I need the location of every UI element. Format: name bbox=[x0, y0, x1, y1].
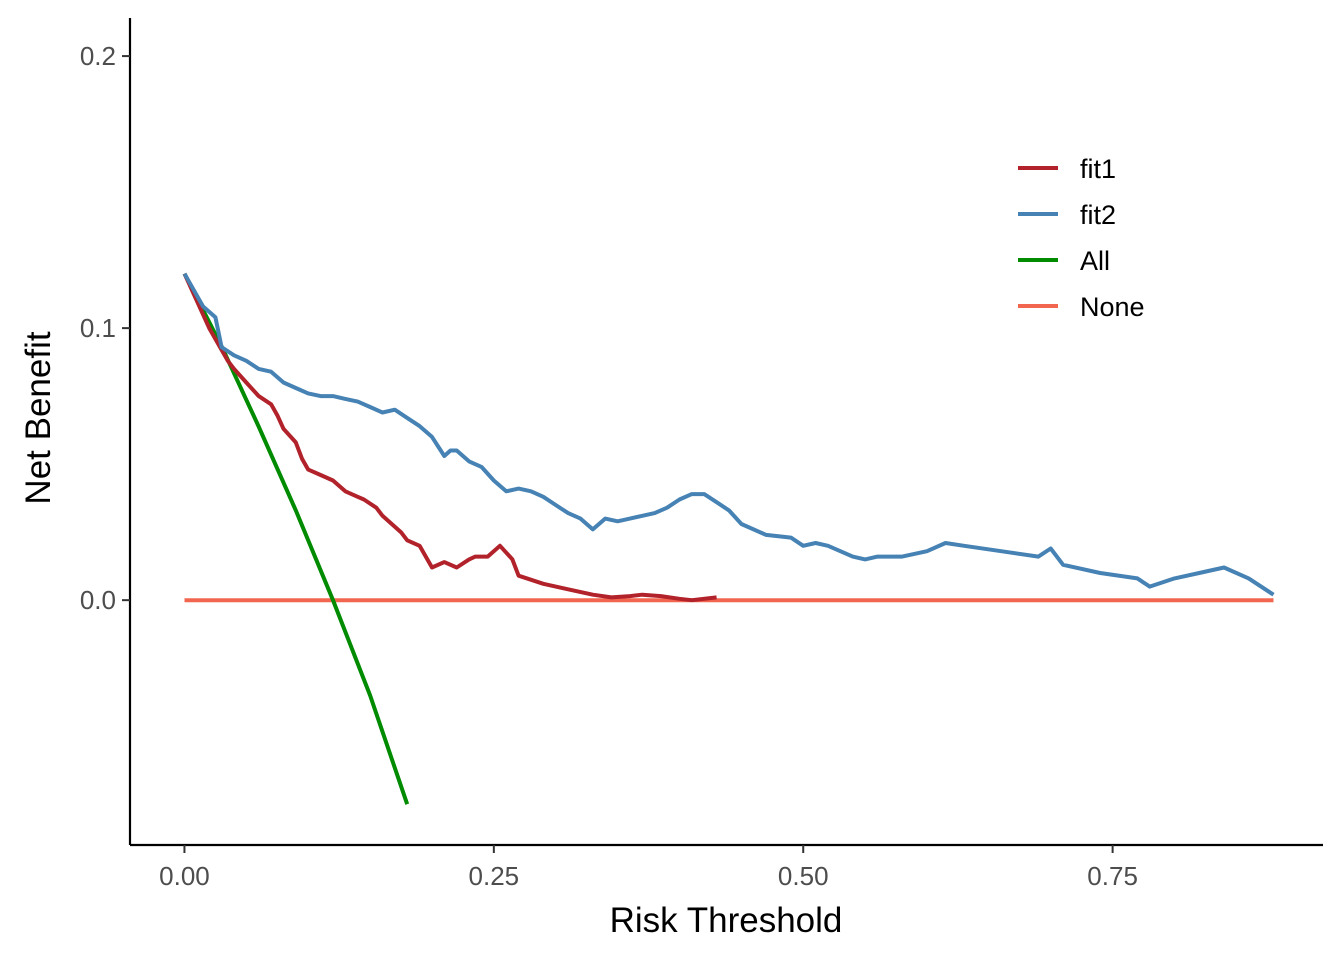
x-tick-label: 0.00 bbox=[159, 861, 210, 891]
y-tick-label: 0.2 bbox=[80, 41, 116, 71]
legend-label-none: None bbox=[1080, 292, 1145, 322]
legend-label-fit2: fit2 bbox=[1080, 200, 1116, 230]
y-tick-label: 0.1 bbox=[80, 313, 116, 343]
x-tick-label: 0.75 bbox=[1087, 861, 1138, 891]
y-tick-label: 0.0 bbox=[80, 585, 116, 615]
series-line-all bbox=[182, 272, 410, 805]
series-line-fit2 bbox=[182, 272, 1275, 597]
axes: 0.00 0.25 0.50 0.75 0.0 0.1 0.2 bbox=[80, 18, 1323, 891]
legend-label-fit1: fit1 bbox=[1080, 154, 1116, 184]
series-line-fit1 bbox=[182, 272, 717, 603]
x-axis-title: Risk Threshold bbox=[610, 901, 843, 940]
plot-area bbox=[182, 272, 1275, 805]
legend-label-all: All bbox=[1080, 246, 1110, 276]
x-tick-label: 0.25 bbox=[469, 861, 520, 891]
x-tick-label: 0.50 bbox=[778, 861, 829, 891]
legend: fit1 fit2 All None bbox=[1018, 154, 1145, 322]
y-axis-title: Net Benefit bbox=[19, 331, 58, 504]
